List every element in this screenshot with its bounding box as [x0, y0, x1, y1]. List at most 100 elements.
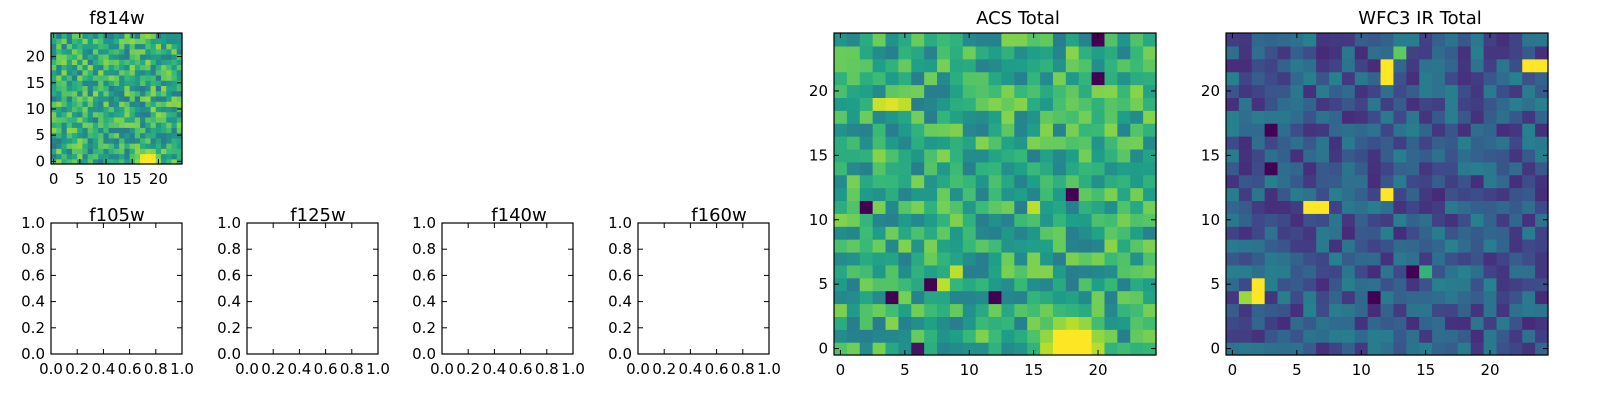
heatmap-cell: [155, 53, 162, 60]
heatmap-cell: [1509, 58, 1523, 73]
heatmap-cell: [1078, 84, 1093, 98]
heatmap-cell: [872, 264, 887, 279]
heatmap-cell: [1393, 97, 1407, 111]
heatmap-cell: [166, 153, 173, 160]
heatmap-cell: [87, 153, 94, 160]
heatmap-cell: [1065, 33, 1080, 47]
heatmap-cell: [1470, 45, 1485, 60]
heatmap-cell: [1406, 239, 1420, 253]
heatmap-cell: [61, 95, 68, 102]
heatmap-cell: [1027, 110, 1041, 124]
heatmap-cell: [129, 153, 136, 160]
heatmap-cell: [911, 290, 925, 305]
heatmap-cell: [1040, 239, 1054, 253]
heatmap-cell: [1470, 187, 1485, 202]
heatmap-cell: [911, 342, 925, 356]
heatmap-cell: [166, 69, 173, 76]
heatmap-cell: [1380, 251, 1395, 266]
heatmap-cell: [1483, 161, 1498, 176]
heatmap-cell: [166, 101, 173, 107]
heatmap-cell: [77, 69, 84, 76]
heatmap-cell: [1226, 290, 1240, 305]
heatmap-cell: [140, 33, 146, 39]
heatmap-cell: [1264, 251, 1279, 266]
heatmap-cell: [949, 110, 964, 124]
heatmap-cell: [911, 200, 925, 214]
heatmap-cell: [975, 290, 990, 305]
heatmap-cell: [66, 43, 73, 50]
heatmap-cell: [962, 136, 977, 150]
heatmap-cell: [885, 97, 899, 111]
heatmap-cell: [124, 74, 131, 81]
heatmap-cell: [1432, 161, 1446, 176]
heatmap-cell: [1367, 342, 1382, 356]
heatmap-cell: [150, 38, 157, 45]
heatmap-cell: [975, 342, 990, 356]
heatmap-cell: [56, 101, 63, 107]
heatmap-cell: [1091, 148, 1106, 163]
heatmap-cell: [1052, 251, 1067, 266]
heatmap-cell: [56, 43, 63, 50]
heatmap-cell: [1354, 33, 1369, 47]
heatmap-cell: [171, 69, 178, 76]
heatmap-cell: [898, 213, 912, 227]
heatmap-cell: [1444, 226, 1459, 240]
heatmap-cell: [1406, 71, 1420, 86]
heatmap-cell: [1277, 226, 1291, 240]
heatmap-cell: [171, 53, 178, 60]
heatmap-cell: [1040, 342, 1054, 356]
heatmap-cell: [1496, 110, 1510, 124]
heatmap-cell: [1078, 303, 1093, 317]
heatmap-cell: [171, 153, 178, 160]
heatmap-cell: [1078, 316, 1093, 330]
heatmap-cell: [1354, 148, 1369, 163]
heatmap-cell: [71, 143, 78, 149]
heatmap-cell: [937, 200, 951, 214]
heatmap-cell: [1535, 123, 1549, 137]
heatmap-cell: [66, 132, 73, 139]
heatmap-cell: [924, 84, 938, 98]
heatmap-cell: [962, 187, 977, 202]
heatmap-cell: [1419, 200, 1433, 214]
heatmap-cell: [1065, 187, 1080, 202]
heatmap-cell: [898, 71, 912, 86]
heatmap-cell: [1104, 342, 1118, 356]
heatmap-cell: [1117, 213, 1131, 227]
heatmap-cell: [66, 111, 73, 118]
heatmap-cell: [56, 48, 63, 55]
heatmap-cell: [140, 64, 146, 71]
heatmap-cell: [124, 132, 131, 139]
heatmap-cell: [1143, 45, 1157, 60]
heatmap-cell: [71, 90, 78, 97]
heatmap-cell: [872, 251, 887, 266]
heatmap-cell: [1264, 71, 1279, 86]
heatmap-cell: [1316, 277, 1330, 292]
heatmap-cell: [1444, 213, 1459, 227]
heatmap-cell: [145, 122, 152, 128]
heatmap-cell: [924, 251, 938, 266]
heatmap-cell: [56, 158, 63, 165]
heatmap-cell: [1354, 316, 1369, 330]
heatmap-cell: [1277, 187, 1291, 202]
heatmap-cell: [1117, 187, 1131, 202]
heatmap-cell: [82, 127, 89, 134]
heatmap-cell: [1354, 303, 1369, 317]
heatmap-cell: [1522, 148, 1536, 163]
heatmap-cell: [1329, 136, 1343, 150]
heatmap-cell: [1316, 239, 1330, 253]
heatmap-cell: [87, 33, 94, 39]
heatmap-cell: [124, 53, 131, 60]
heatmap-cell: [1091, 342, 1106, 356]
heatmap-cell: [1040, 45, 1054, 60]
heatmap-cell: [1251, 329, 1266, 343]
heatmap-cell: [77, 74, 84, 81]
heatmap-cell: [1238, 226, 1253, 240]
heatmap-cell: [1052, 342, 1067, 356]
heatmap-cell: [1130, 110, 1144, 124]
heatmap-cell: [1001, 110, 1015, 124]
heatmap-cell: [1470, 264, 1485, 279]
heatmap-cell: [51, 101, 57, 107]
heatmap-cell: [949, 161, 964, 176]
heatmap-cell: [949, 97, 964, 111]
